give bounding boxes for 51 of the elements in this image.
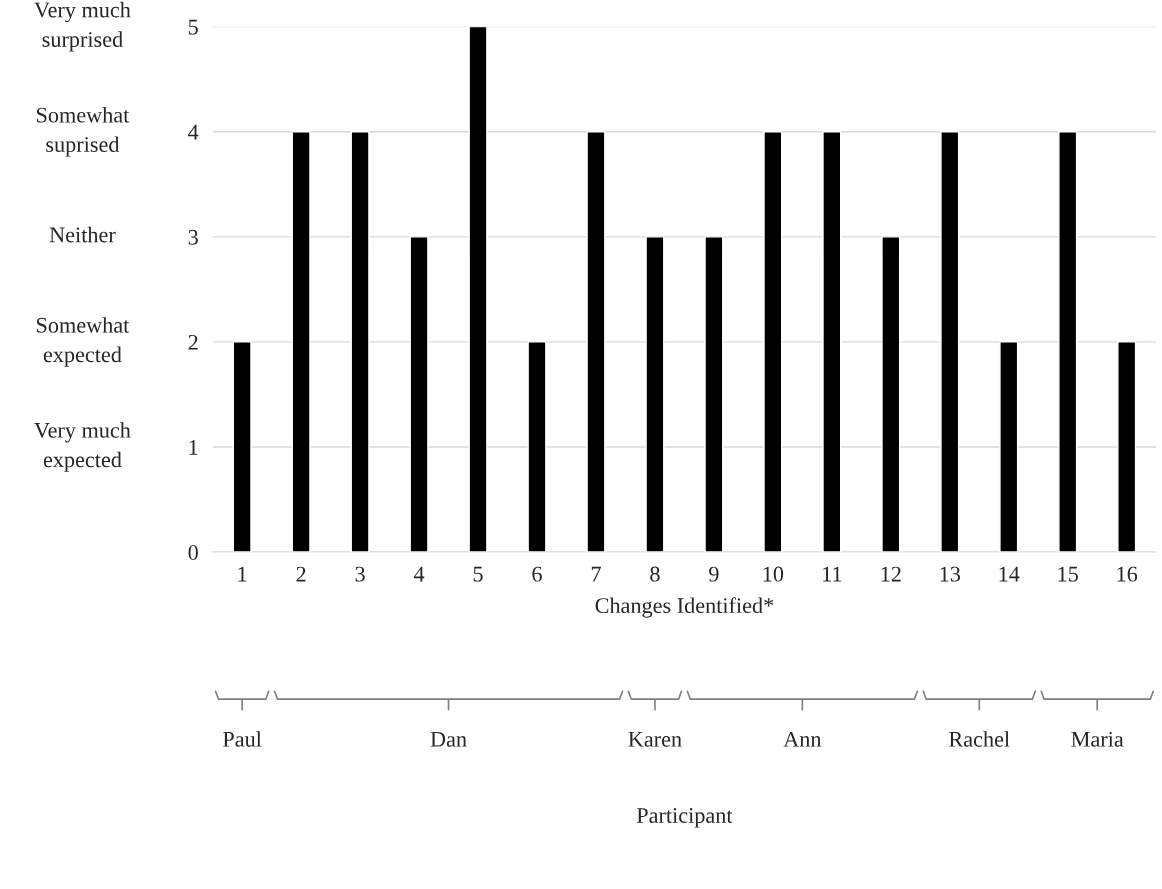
y-tick-label: 5 (188, 19, 198, 35)
y-tick-label: 2 (188, 334, 198, 350)
bar (1117, 341, 1137, 553)
x-tick-label: 4 (413, 566, 425, 582)
x-tick-label: 10 (763, 566, 784, 582)
x-tick-label: 5 (473, 566, 483, 582)
text: Dan (430, 732, 467, 747)
bar (468, 26, 488, 553)
text: Neither (49, 226, 116, 243)
bar (999, 341, 1019, 553)
text: Rachel (949, 731, 1010, 747)
text: Very much expected (34, 422, 131, 472)
x-tick-label: 1 (238, 566, 247, 582)
x-axis-title: Changes Identified* (595, 597, 774, 618)
bar (822, 131, 842, 553)
x-tick-label: 13 (940, 566, 961, 582)
y-tick-label: 3 (188, 229, 198, 245)
bar (232, 341, 252, 553)
text: Somewhat suprised (37, 106, 130, 157)
bar (940, 131, 960, 553)
bar (291, 131, 311, 553)
text: Very much surprised (34, 1, 131, 52)
x-tick-label: 7 (591, 566, 601, 582)
text: Maria (1071, 731, 1124, 747)
bar (409, 236, 429, 553)
bar (586, 131, 606, 553)
x-tick-label: 6 (532, 566, 542, 582)
text: Participant (636, 808, 733, 828)
x-tick-label: 2 (296, 566, 306, 582)
bar (645, 236, 665, 553)
text: Karen (628, 732, 682, 747)
x-tick-label: 3 (355, 566, 365, 582)
x-tick-label: 11 (823, 566, 842, 582)
x-tick-label: 8 (650, 566, 660, 582)
bar (1058, 131, 1078, 553)
x-tick-label: 12 (881, 566, 901, 582)
text: Somewhat expected (37, 317, 130, 367)
y-tick-label: 4 (188, 124, 199, 140)
bar (527, 341, 547, 553)
bar (704, 236, 724, 553)
bar (881, 236, 901, 553)
bar (763, 131, 783, 553)
x-tick-label: 15 (1058, 566, 1078, 582)
y-tick-label: 0 (188, 545, 198, 560)
x-tick-label: 9 (709, 566, 719, 582)
text: Ann (783, 731, 822, 747)
y-tick-label: 1 (189, 440, 198, 455)
x-tick-label: 16 (1117, 566, 1138, 582)
x-tick-label: 14 (999, 566, 1020, 582)
text: Paul (223, 731, 262, 747)
bar (350, 131, 370, 553)
